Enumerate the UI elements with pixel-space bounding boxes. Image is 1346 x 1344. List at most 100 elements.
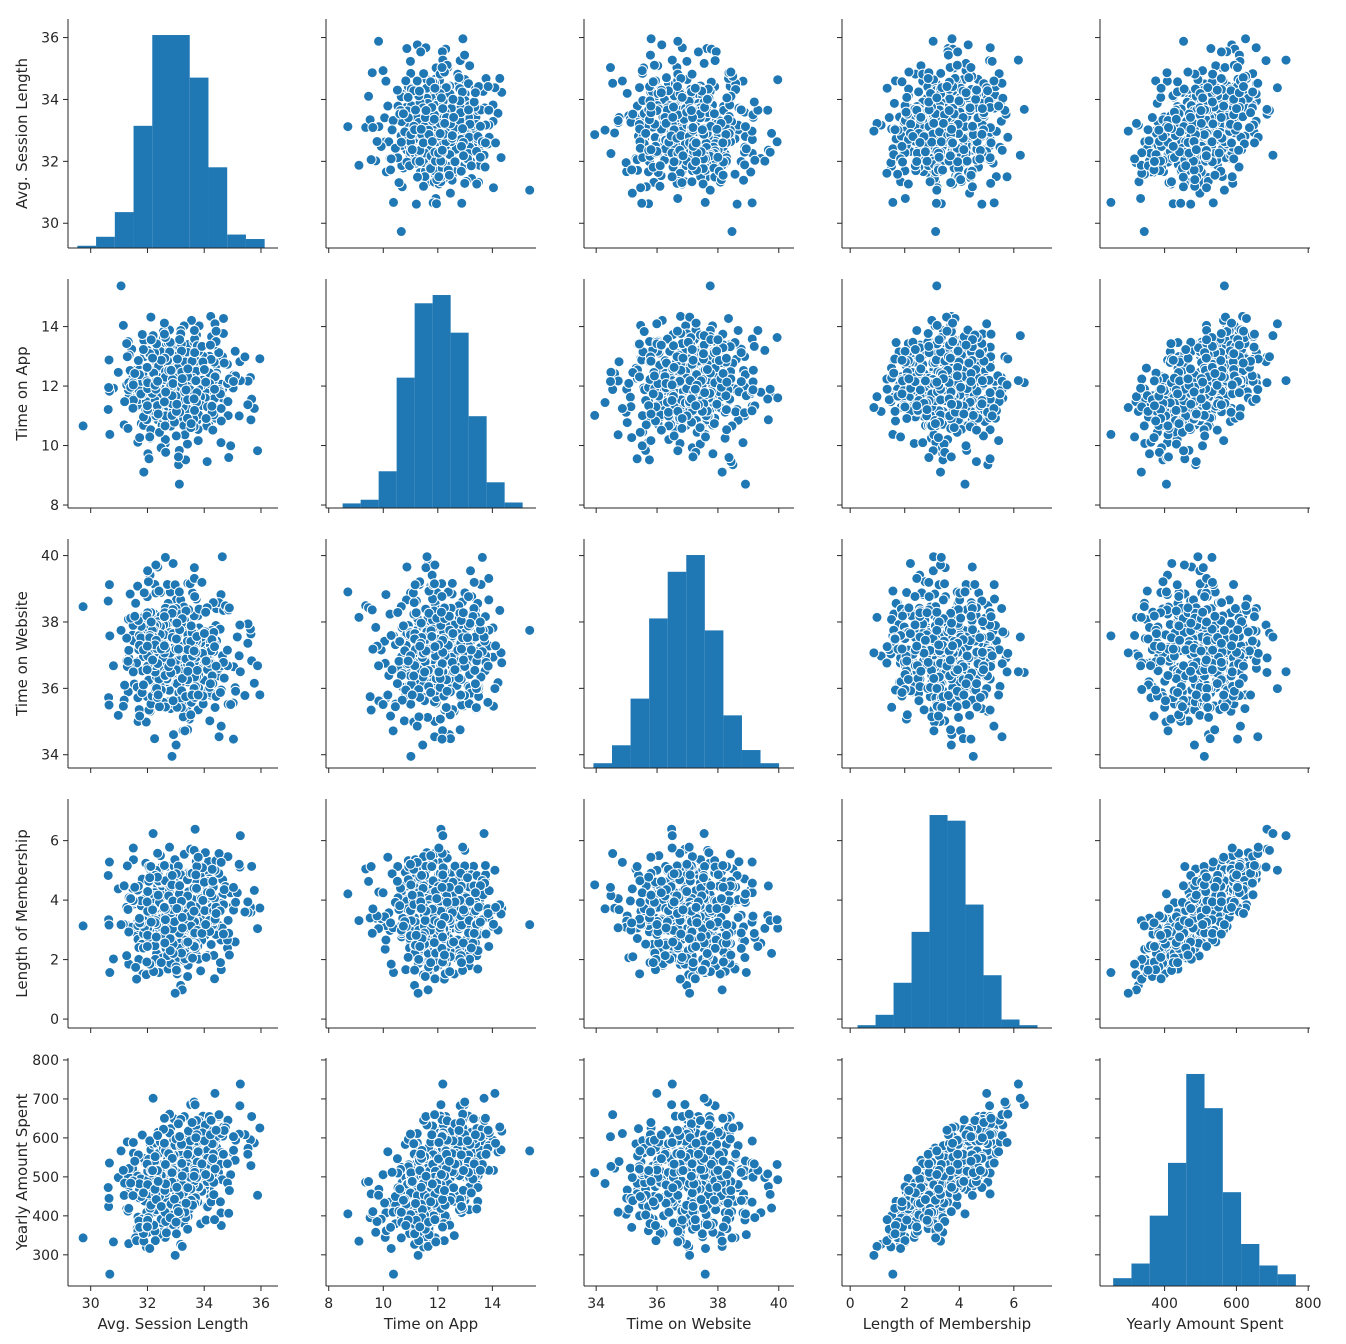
scatter-point [960, 87, 972, 99]
scatter-point [1190, 456, 1202, 468]
scatter-point [447, 93, 459, 105]
histogram-bar [432, 295, 451, 508]
scatter-point [933, 334, 945, 346]
scatter-point [1201, 182, 1213, 194]
y-tick-label: 8 [50, 498, 59, 514]
scatter-point [677, 150, 689, 162]
scatter-point [412, 171, 423, 183]
scatter-point [692, 46, 704, 58]
scatter-point [729, 168, 741, 180]
scatter-point [711, 345, 723, 357]
scatter-point [1146, 112, 1158, 124]
scatter-point [254, 689, 266, 701]
scatter-point [158, 328, 170, 340]
scatter-point [1201, 334, 1213, 346]
scatter-point [353, 159, 365, 171]
scatter-point [689, 82, 701, 94]
scatter-point [103, 354, 115, 366]
scatter-point [227, 733, 239, 745]
scatter-point [984, 387, 996, 399]
scatter-point [985, 177, 997, 189]
scatter-point [717, 169, 729, 181]
y-tick-label: 40 [41, 549, 59, 565]
scatter-point [182, 363, 194, 375]
scatter-point [1215, 399, 1227, 411]
scatter-point [656, 39, 668, 51]
scatter-point [218, 672, 230, 684]
scatter-point [401, 561, 413, 573]
scatter-point [405, 67, 417, 79]
scatter-point [206, 400, 218, 412]
scatter-point [1155, 82, 1167, 94]
scatter-point [143, 453, 155, 465]
scatter-point [147, 654, 159, 666]
scatter-point [130, 597, 142, 609]
scatter-point [931, 184, 943, 196]
scatter-point [944, 150, 956, 162]
scatter-point [185, 620, 197, 632]
scatter-point [137, 344, 149, 356]
scatter-point [901, 412, 913, 424]
scatter-point [117, 319, 129, 331]
scatter-point [1252, 77, 1264, 89]
scatter-point [687, 122, 699, 134]
scatter-point [1209, 367, 1221, 379]
scatter-point [1178, 445, 1190, 457]
scatter-point [645, 100, 657, 112]
scatter-point [1200, 352, 1212, 364]
scatter-point [167, 729, 179, 741]
scatter-point [134, 432, 146, 444]
scatter-point [888, 367, 900, 379]
scatter-point [1218, 435, 1230, 447]
scatter-point [931, 319, 943, 331]
scatter-point [1012, 375, 1024, 387]
scatter-point [172, 451, 184, 463]
scatter-point [242, 399, 254, 411]
scatter-point [159, 551, 171, 563]
scatter-point [138, 466, 150, 478]
scatter-point [387, 196, 399, 208]
scatter-point [698, 57, 710, 69]
scatter-point [200, 606, 212, 618]
scatter-point [200, 376, 212, 388]
scatter-point [1148, 375, 1160, 387]
scatter-point [142, 576, 154, 588]
scatter-point [690, 400, 702, 412]
scatter-point [459, 49, 471, 61]
scatter-point [919, 146, 931, 158]
scatter-point [453, 72, 465, 84]
scatter-point [213, 731, 225, 743]
scatter-point [654, 160, 666, 172]
scatter-point [645, 144, 657, 156]
scatter-point [1252, 384, 1264, 396]
scatter-point [915, 363, 927, 375]
scatter-point [947, 336, 959, 348]
scatter-point [948, 422, 960, 434]
scatter-point [209, 383, 221, 395]
scatter-point [153, 701, 165, 713]
scatter-point [165, 364, 177, 376]
scatter-point [483, 594, 495, 606]
scatter-point [409, 579, 421, 591]
scatter-point [400, 75, 412, 87]
scatter-point [152, 375, 164, 387]
scatter-point [421, 551, 433, 563]
scatter-point [1267, 149, 1279, 161]
scatter-point [748, 96, 760, 108]
scatter-point [1261, 377, 1273, 389]
scatter-point [1155, 91, 1167, 103]
panel-time-on-app-vs-length-of-membership [837, 279, 1052, 513]
scatter-point [941, 325, 953, 337]
scatter-point [479, 137, 491, 149]
scatter-point [721, 424, 733, 436]
scatter-point [889, 415, 901, 427]
scatter-point [947, 137, 959, 149]
scatter-point [739, 121, 751, 133]
scatter-point [152, 689, 164, 701]
scatter-point [1233, 339, 1245, 351]
scatter-point [1248, 328, 1260, 340]
scatter-point [739, 478, 751, 490]
scatter-point [868, 125, 880, 137]
scatter-point [1180, 160, 1192, 172]
scatter-point [631, 453, 643, 465]
